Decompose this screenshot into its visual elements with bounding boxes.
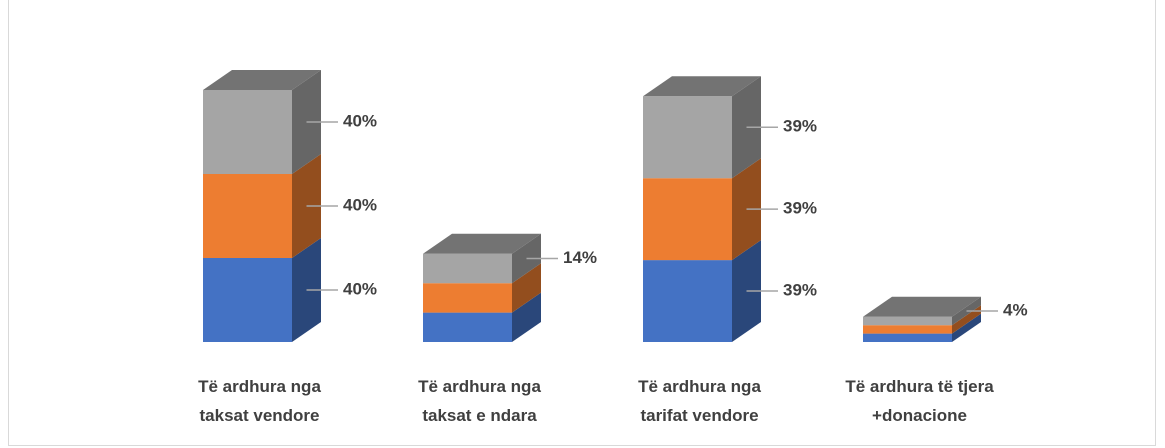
- bar-side: [512, 292, 541, 342]
- bar-front: [203, 258, 292, 342]
- chart-frame: [8, 0, 1156, 446]
- bar-front: [423, 312, 512, 342]
- bar-side: [512, 263, 541, 313]
- bar-front: [423, 253, 512, 284]
- data-label: 40%: [343, 195, 377, 214]
- bar-front: [643, 260, 732, 342]
- bar-front: [203, 90, 292, 174]
- bar-side: [952, 305, 981, 334]
- category-label: Të ardhura nga taksat e ndara: [418, 377, 541, 425]
- bar-front: [863, 325, 952, 334]
- bar-top: [203, 70, 321, 90]
- bar-front: [423, 283, 512, 313]
- category-label: Të ardhura nga taksat vendore: [198, 377, 321, 425]
- data-label: 39%: [783, 117, 817, 136]
- bar-front: [863, 316, 952, 326]
- data-label: 39%: [783, 281, 817, 300]
- bar-front: [863, 333, 952, 342]
- data-label: 14%: [563, 248, 597, 267]
- data-label: 40%: [343, 279, 377, 298]
- bar-top: [863, 296, 981, 317]
- bar-top: [643, 76, 761, 97]
- category-label: Të ardhura nga tarifat vendore: [638, 377, 761, 425]
- data-label: 39%: [783, 199, 817, 218]
- bar-top: [423, 233, 541, 254]
- bar-side: [952, 313, 981, 342]
- data-label: 40%: [343, 111, 377, 130]
- category-label: Të ardhura të tjera +donacione: [845, 377, 994, 425]
- bar-front: [643, 96, 732, 179]
- bar-front: [203, 174, 292, 258]
- bar-front: [643, 178, 732, 261]
- data-label: 4%: [1003, 300, 1028, 319]
